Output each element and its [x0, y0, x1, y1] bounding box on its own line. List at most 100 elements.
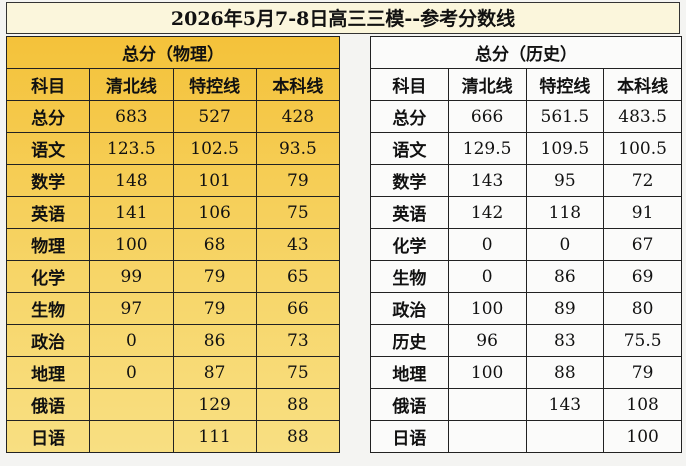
score-cell: 79	[172, 292, 257, 325]
table-row: 英语 141 106 75	[5, 196, 341, 229]
score-cell: 100	[89, 228, 174, 261]
score-cell: 100	[447, 356, 527, 389]
score-cell: 86	[525, 260, 605, 293]
score-cell: 100.5	[603, 132, 682, 165]
table-header: 总分（历史）	[370, 36, 682, 69]
table-row: 日语 111 88	[5, 420, 341, 453]
table-row: 政治 0 86 73	[5, 324, 341, 357]
score-cell: 141	[89, 196, 174, 229]
column-header: 清北线	[447, 68, 527, 101]
score-cell	[89, 420, 174, 453]
table-row: 化学 0 0 67	[370, 228, 682, 261]
subject-cell: 日语	[5, 420, 91, 453]
column-header: 特控线	[172, 68, 257, 101]
score-cell: 93.5	[255, 132, 341, 165]
score-table: 总分（历史） 科目 清北线 特控线 本科线 总分 666 561.5 483.5 语文 129.5 1…	[370, 36, 682, 453]
score-cell: 561.5	[525, 100, 605, 133]
score-cell: 101	[172, 164, 257, 197]
subject-cell: 日语	[370, 420, 449, 453]
table-row: 语文 123.5 102.5 93.5	[5, 132, 341, 165]
table-row: 日语 100	[370, 420, 682, 453]
score-cell: 109.5	[525, 132, 605, 165]
table-row: 地理 100 88 79	[370, 356, 682, 389]
column-header: 特控线	[525, 68, 605, 101]
score-cell: 118	[525, 196, 605, 229]
score-cell	[447, 388, 527, 421]
score-cell: 86	[172, 324, 257, 357]
score-cell: 0	[447, 260, 527, 293]
table-row: 生物 0 86 69	[370, 260, 682, 293]
score-cell: 83	[525, 324, 605, 357]
score-cell: 129	[172, 388, 257, 421]
subject-cell: 语文	[370, 132, 449, 165]
score-cell: 88	[525, 356, 605, 389]
score-cell: 68	[172, 228, 257, 261]
table-row: 物理 100 68 43	[5, 228, 341, 261]
score-cell: 108	[603, 388, 682, 421]
subject-cell: 俄语	[370, 388, 449, 421]
subject-cell: 数学	[5, 164, 91, 197]
subject-cell: 俄语	[5, 388, 91, 421]
table-row: 化学 99 79 65	[5, 260, 341, 293]
score-cell: 79	[255, 164, 341, 197]
subject-cell: 历史	[370, 324, 449, 357]
score-cell: 69	[603, 260, 682, 293]
score-cell: 527	[172, 100, 257, 133]
column-header: 科目	[370, 68, 449, 101]
score-cell	[525, 420, 605, 453]
subject-cell: 数学	[370, 164, 449, 197]
subject-cell: 生物	[370, 260, 449, 293]
table-row: 历史 96 83 75.5	[370, 324, 682, 357]
score-cell: 129.5	[447, 132, 527, 165]
score-cell: 143	[525, 388, 605, 421]
score-table: 总分（物理） 科目 清北线 特控线 本科线 总分 683 527 428 语文 123.5 102.5…	[5, 36, 341, 453]
score-cell: 65	[255, 260, 341, 293]
score-cell: 0	[525, 228, 605, 261]
score-cell: 0	[447, 228, 527, 261]
table-header-row: 总分（历史）	[370, 36, 682, 69]
table-row: 地理 0 87 75	[5, 356, 341, 389]
score-cell: 96	[447, 324, 527, 357]
score-cell: 483.5	[603, 100, 682, 133]
subject-cell: 地理	[5, 356, 91, 389]
score-cell: 89	[525, 292, 605, 325]
table-row: 俄语 143 108	[370, 388, 682, 421]
score-cell: 73	[255, 324, 341, 357]
table-row: 俄语 129 88	[5, 388, 341, 421]
subject-cell: 地理	[370, 356, 449, 389]
score-cell: 72	[603, 164, 682, 197]
score-cell: 88	[255, 388, 341, 421]
score-cell: 0	[89, 324, 174, 357]
column-header: 本科线	[255, 68, 341, 101]
column-header-row: 科目 清北线 特控线 本科线	[5, 68, 341, 101]
subject-cell: 总分	[370, 100, 449, 133]
score-cell: 102.5	[172, 132, 257, 165]
score-cell: 100	[447, 292, 527, 325]
score-cell: 148	[89, 164, 174, 197]
score-cell: 79	[603, 356, 682, 389]
score-cell: 75	[255, 196, 341, 229]
score-cell: 142	[447, 196, 527, 229]
score-cell: 43	[255, 228, 341, 261]
score-cell: 80	[603, 292, 682, 325]
score-cell: 106	[172, 196, 257, 229]
score-cell: 75.5	[603, 324, 682, 357]
score-cell: 87	[172, 356, 257, 389]
score-cell: 666	[447, 100, 527, 133]
subject-cell: 生物	[5, 292, 91, 325]
score-cell	[89, 388, 174, 421]
table-row: 英语 142 118 91	[370, 196, 682, 229]
score-cell: 97	[89, 292, 174, 325]
column-header: 清北线	[89, 68, 174, 101]
subject-cell: 化学	[370, 228, 449, 261]
score-cell: 91	[603, 196, 682, 229]
score-cell: 88	[255, 420, 341, 453]
subject-cell: 政治	[370, 292, 449, 325]
score-cell: 67	[603, 228, 682, 261]
subject-cell: 英语	[5, 196, 91, 229]
score-cell: 123.5	[89, 132, 174, 165]
score-cell: 79	[172, 260, 257, 293]
column-header: 本科线	[603, 68, 682, 101]
table-row: 政治 100 89 80	[370, 292, 682, 325]
